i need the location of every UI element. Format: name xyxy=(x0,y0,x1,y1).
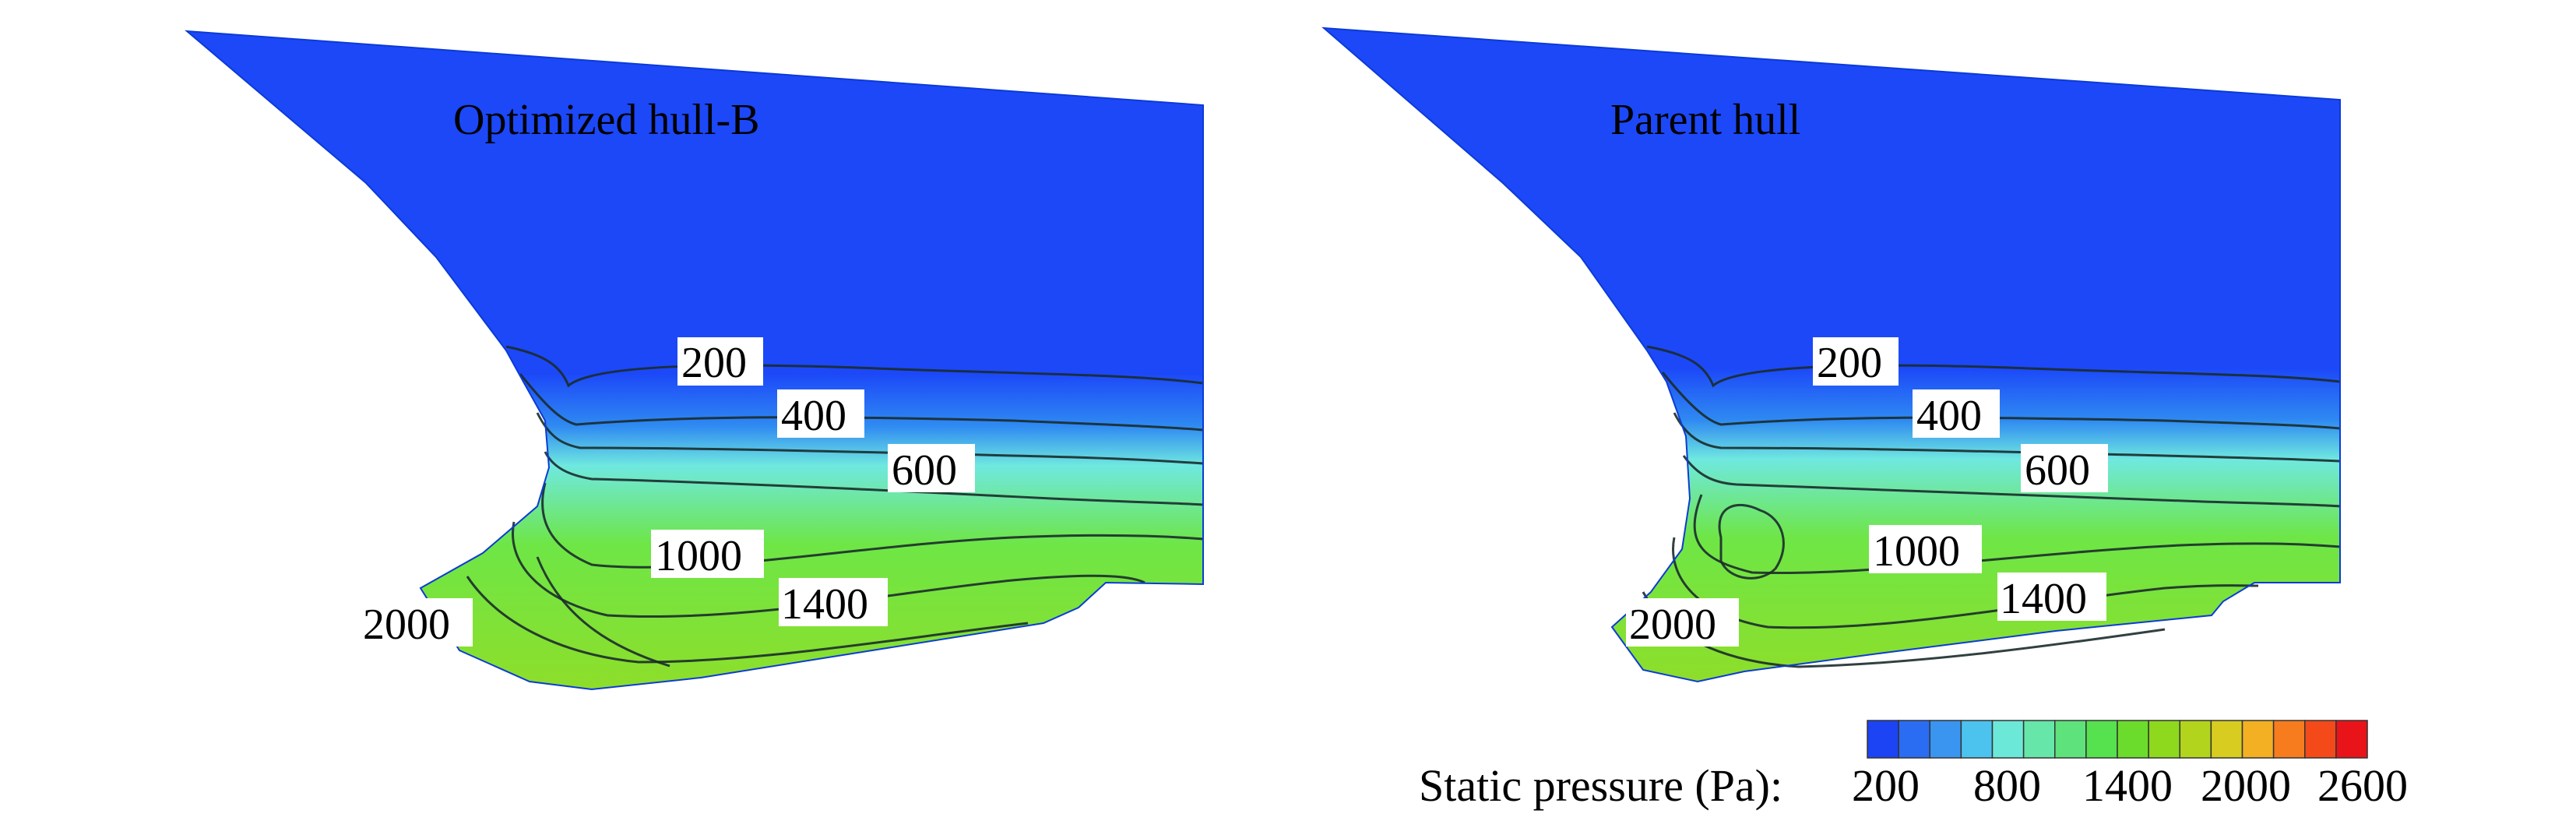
colorbar-cell xyxy=(2241,720,2275,759)
contour-label-text: 1000 xyxy=(1873,527,1960,576)
colorbar-cell xyxy=(2022,720,2056,759)
colorbar-tick-800: 800 xyxy=(1973,760,2041,811)
contour-label-background xyxy=(651,530,764,578)
contour-line xyxy=(536,412,1204,465)
contour-label-2000: 2000 xyxy=(1626,598,1739,649)
contour-label-text: 200 xyxy=(1817,339,1882,387)
contour-line xyxy=(1718,503,1785,580)
contour-label-200: 200 xyxy=(677,337,763,387)
colorbar-cell xyxy=(2117,720,2149,759)
contour-label-background xyxy=(777,389,864,438)
panel-title: Optimized hull-B xyxy=(453,96,760,144)
contour-line xyxy=(1682,455,2341,508)
panel-optimized-hull: Optimized hull-B 200 400 600 1000 1400 2… xyxy=(185,30,1204,691)
colorbar-cell xyxy=(2148,720,2181,759)
contour-line xyxy=(544,451,1204,506)
contour-line xyxy=(1646,345,2341,388)
colorbar-cell xyxy=(2210,720,2243,759)
colorbar-cells xyxy=(1867,720,2368,759)
contour-label-background xyxy=(888,444,975,492)
contour-label-text: 2000 xyxy=(1629,601,1716,649)
colorbar-cell xyxy=(1929,720,1962,759)
colorbar-cell xyxy=(1991,720,2025,759)
contour-label-text: 600 xyxy=(2025,446,2090,495)
contour-line xyxy=(466,576,1029,664)
contour-label-200: 200 xyxy=(1813,337,1899,387)
colorbar-cell xyxy=(1960,720,1994,759)
colorbar-tick-2000: 2000 xyxy=(2201,760,2291,811)
contour-label-text: 600 xyxy=(892,446,957,495)
hull-outline-optimized xyxy=(185,30,1204,691)
colorbar-cell xyxy=(2304,720,2337,759)
colorbar-cell xyxy=(1898,720,1931,759)
contour-label-2000: 2000 xyxy=(360,598,473,649)
contour-label-background xyxy=(360,598,473,647)
colorbar-cell xyxy=(2179,720,2212,759)
colorbar-cell xyxy=(2085,720,2118,759)
contour-label-background xyxy=(779,578,888,626)
contour-label-600: 600 xyxy=(888,444,975,495)
colorbar-cell xyxy=(1867,720,1899,759)
contour-lines-parent xyxy=(1642,345,2341,668)
contour-lines-optimized xyxy=(466,345,1204,668)
contour-label-background xyxy=(1813,337,1899,386)
colorbar-legend: Static pressure (Pa): 200 800 1400 2000 … xyxy=(1419,720,2408,811)
contour-label-background xyxy=(1997,573,2106,621)
panel-parent-hull: Parent hull 200 400 600 1000 1400 2000 xyxy=(1321,26,2341,683)
contour-label-text: 1000 xyxy=(655,532,742,580)
contour-label-background xyxy=(677,337,763,386)
colorbar-tick-200: 200 xyxy=(1852,760,1920,811)
contour-label-text: 2000 xyxy=(363,601,450,649)
contour-label-600: 600 xyxy=(2021,444,2108,495)
contour-label-background xyxy=(1913,389,2000,438)
hull-outline-parent xyxy=(1321,26,2341,683)
colorbar-label: Static pressure (Pa): xyxy=(1419,760,1782,811)
contour-line xyxy=(1673,412,2341,463)
contour-label-400: 400 xyxy=(1913,389,2000,440)
contour-label-text: 400 xyxy=(1916,392,1982,440)
contour-label-background xyxy=(2021,444,2108,492)
contour-label-1000: 1000 xyxy=(651,530,764,580)
contour-label-text: 200 xyxy=(681,339,747,387)
contour-line xyxy=(536,556,670,668)
contour-label-1400: 1400 xyxy=(1997,573,2106,623)
contour-label-text: 1400 xyxy=(781,580,868,629)
colorbar-cell xyxy=(2054,720,2087,759)
colorbar-tick-1400: 1400 xyxy=(2082,760,2173,811)
contour-label-background xyxy=(1626,598,1739,647)
contour-label-text: 400 xyxy=(781,392,846,440)
contour-line xyxy=(1672,537,2259,629)
panel-title: Parent hull xyxy=(1610,96,1800,144)
contour-label-1000: 1000 xyxy=(1869,525,1982,576)
colorbar-tick-2600: 2600 xyxy=(2317,760,2408,811)
colorbar-cell xyxy=(2335,720,2368,759)
colorbar-cell xyxy=(2272,720,2306,759)
contour-label-400: 400 xyxy=(777,389,864,440)
contour-label-background xyxy=(1869,525,1982,573)
contour-label-1400: 1400 xyxy=(779,578,888,629)
contour-label-text: 1400 xyxy=(2000,575,2087,623)
contour-line xyxy=(541,482,1204,569)
